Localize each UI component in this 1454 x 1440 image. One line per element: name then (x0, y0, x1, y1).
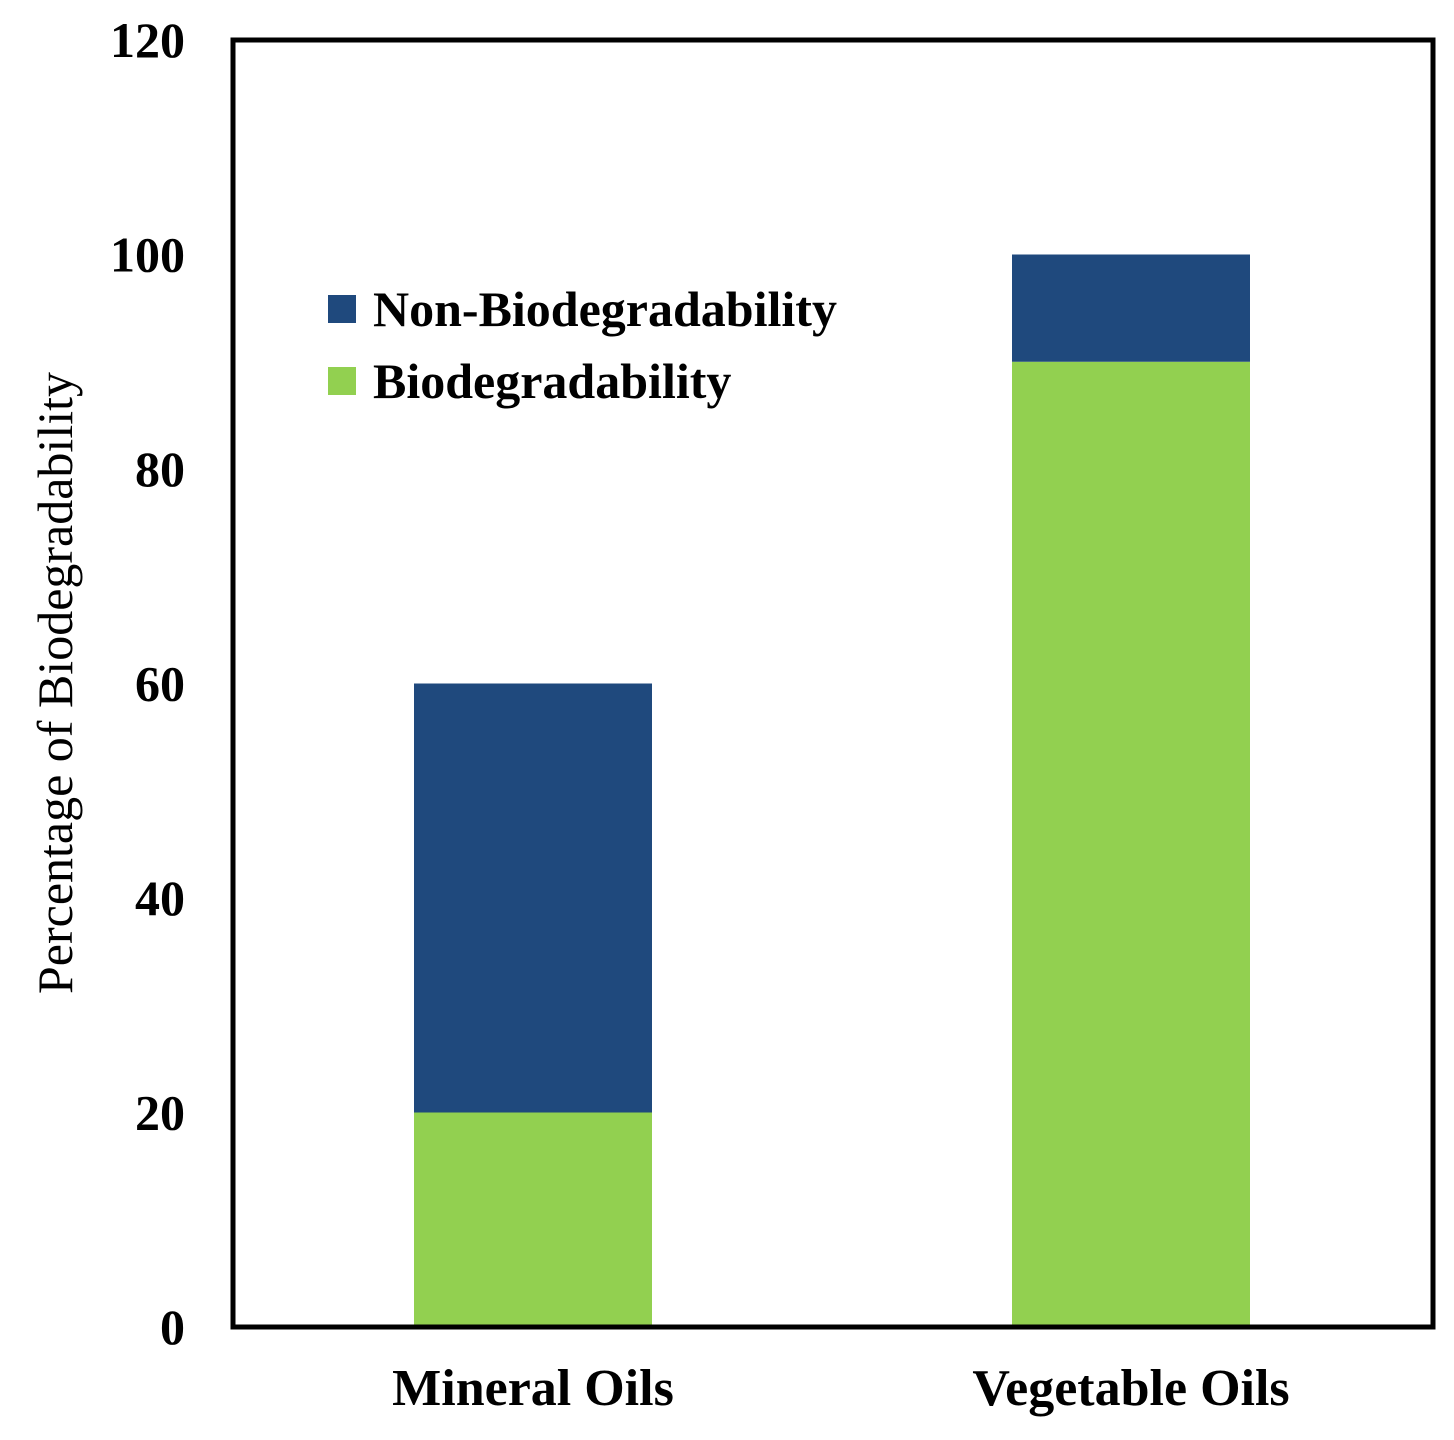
x-axis-labels: Mineral Oils Vegetable Oils (392, 1360, 1289, 1417)
y-tick-label-100: 100 (110, 227, 185, 283)
y-tick-label-20: 20 (135, 1085, 185, 1141)
legend-label-non-biodegradability: Non-Biodegradability (373, 281, 837, 337)
plot-area-frame (230, 37, 1436, 1330)
legend: Non-Biodegradability Biodegradability (328, 281, 837, 409)
bar-mineral-oils-non-biodegradability (414, 683, 652, 1113)
x-tick-label-mineral-oils: Mineral Oils (392, 1360, 674, 1417)
legend-label-biodegradability: Biodegradability (373, 353, 731, 409)
y-tick-label-0: 0 (160, 1299, 185, 1355)
y-tick-label-120: 120 (110, 12, 185, 68)
bar-vegetable-oils-biodegradability (1012, 361, 1250, 1327)
legend-swatch-biodegradability (328, 367, 356, 395)
y-tick-label-80: 80 (135, 441, 185, 497)
bar-vegetable-oils-non-biodegradability (1012, 254, 1250, 362)
y-axis-ticks: 0 20 40 60 80 100 120 (110, 12, 185, 1355)
bar-mineral-oils-biodegradability (414, 1112, 652, 1327)
y-tick-label-60: 60 (135, 656, 185, 712)
x-tick-label-vegetable-oils: Vegetable Oils (972, 1360, 1289, 1417)
y-tick-label-40: 40 (135, 870, 185, 926)
legend-swatch-non-biodegradability (328, 295, 356, 323)
y-axis-title: Percentage of Biodegradability (27, 372, 83, 994)
bars-group (414, 254, 1250, 1327)
